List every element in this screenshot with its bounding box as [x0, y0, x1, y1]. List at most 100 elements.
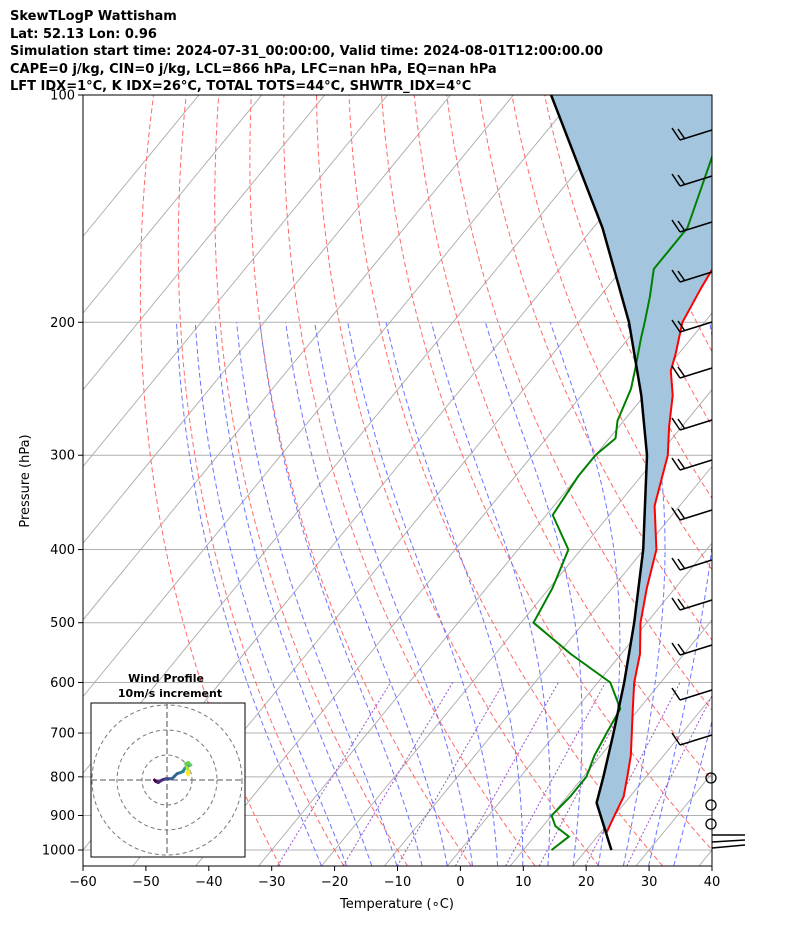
moist-adiabat-line [314, 322, 473, 866]
wind-barb-flag [671, 642, 681, 656]
dry-adiabat-line [381, 95, 712, 851]
wind-barb-flag [677, 558, 686, 570]
y-tick-label: 800 [50, 770, 75, 785]
wind-barb-flag [677, 320, 686, 332]
wind-barb-flag [671, 597, 681, 611]
moist-adiabat-line [622, 322, 666, 866]
convective-indices-text: CAPE=0 j/kg, CIN=0 j/kg, LCL=866 hPa, LF… [10, 61, 497, 77]
wind-barb-flag [671, 507, 681, 521]
wind-barb-staff [679, 689, 713, 701]
y-tick-label: 400 [50, 543, 75, 558]
wind-barb [671, 319, 713, 333]
x-tick-label: 0 [456, 875, 464, 890]
x-tick-label: 30 [641, 875, 658, 890]
mixing-ratio-line [505, 682, 606, 866]
dry-adiabat-line [348, 95, 664, 866]
y-tick-label: 100 [50, 89, 75, 104]
moist-adiabat-line [176, 322, 322, 866]
wind-barb-staff [711, 839, 746, 843]
hodograph-inset: Wind Profile 10m/s increment [90, 672, 246, 858]
inset-subtitle: 10m/s increment [118, 687, 222, 700]
isotherm-line [83, 95, 451, 544]
wind-barb [671, 597, 713, 611]
wind-barb [671, 365, 713, 379]
moist-adiabat-line [484, 322, 583, 866]
mixing-ratio-line [396, 682, 505, 866]
wind-barb-flag [677, 366, 686, 378]
wind-barb-flag [671, 557, 681, 571]
wind-barb-flag [677, 508, 686, 520]
x-tick-label: 10 [515, 875, 532, 890]
isotherm-line [698, 849, 712, 866]
isotherm-line [83, 95, 263, 314]
wind-barb [671, 687, 713, 701]
wind-barb-staff [711, 844, 746, 849]
calm-wind-circle [705, 772, 717, 784]
wind-barb [671, 732, 713, 746]
y-tick-label: 300 [50, 449, 75, 464]
wind-barb-flag [671, 269, 681, 283]
isotherm-line [83, 95, 577, 698]
moist-adiabat-line [214, 322, 373, 866]
wind-barb-flag [671, 127, 681, 141]
wind-barb [671, 457, 713, 471]
moist-adiabat-line [673, 719, 712, 866]
mixing-ratio-line [277, 682, 392, 866]
wind-barb-flag [677, 270, 686, 282]
temperature-line [605, 267, 712, 851]
moist-adiabat-line [259, 322, 423, 866]
inset-title: Wind Profile [128, 672, 204, 685]
dry-adiabat-line [316, 95, 600, 866]
wind-barb-flag [677, 598, 686, 610]
x-tick-label: −20 [321, 875, 348, 890]
simulation-time-text: Simulation start time: 2024-07-31_00:00:… [10, 44, 603, 59]
parcel-path-line [549, 95, 649, 851]
wind-barb-flag [671, 219, 681, 233]
wind-barb [671, 642, 713, 656]
x-tick-label: 40 [704, 875, 721, 890]
y-tick-label: 600 [50, 676, 75, 691]
wind-barb-flag [677, 174, 686, 186]
wind-barb [671, 557, 713, 571]
wind-barb-flag [677, 418, 686, 430]
mixing-ratio-line [626, 694, 712, 866]
isotherm-line [446, 542, 712, 866]
dry-adiabat-line [478, 95, 712, 641]
isotherm-line [83, 95, 514, 621]
wind-barb-flag [671, 319, 681, 333]
dry-adiabat-line [576, 95, 712, 427]
wind-barb [671, 173, 713, 187]
wind-barb [671, 417, 713, 431]
y-axis-label: Pressure (hPa) [18, 434, 33, 527]
location-text: Lat: 52.13 Lon: 0.96 [10, 26, 157, 42]
isotherm-line [321, 389, 712, 866]
dry-adiabat-line [773, 95, 794, 866]
dry-adiabat-line [249, 95, 472, 866]
dry-adiabat-line [214, 95, 409, 866]
wind-barb [671, 219, 713, 233]
moist-adiabat-line [385, 322, 524, 866]
x-axis-label: Temperature (∘C) [339, 897, 454, 912]
wind-barb-flag [671, 687, 681, 701]
inset-content [91, 703, 245, 857]
x-tick-label: −50 [132, 875, 159, 890]
mixing-ratio-line [454, 682, 559, 866]
chart-title: SkewTLogP Wattisham [10, 9, 177, 24]
wind-barb-flag [677, 458, 686, 470]
x-tick-label: 20 [578, 875, 595, 890]
isotherm-line [258, 312, 712, 866]
isotherm-line [83, 95, 388, 468]
y-tick-label: 500 [50, 616, 75, 631]
dewpoint-line [532, 154, 712, 851]
wind-barbs [671, 127, 746, 849]
moist-adiabat-line [236, 322, 398, 866]
dry-adiabat-line [139, 95, 281, 866]
isotherm-line [384, 465, 712, 866]
wind-barb [671, 507, 713, 521]
wind-barb-flag [677, 643, 686, 655]
x-tick-label: −60 [69, 875, 96, 890]
stability-indices-text: LFT IDX=1°C, K IDX=26°C, TOTAL TOTS=44°C… [10, 79, 472, 94]
mixing-ratio-line [342, 682, 454, 866]
wind-barb [671, 127, 713, 141]
